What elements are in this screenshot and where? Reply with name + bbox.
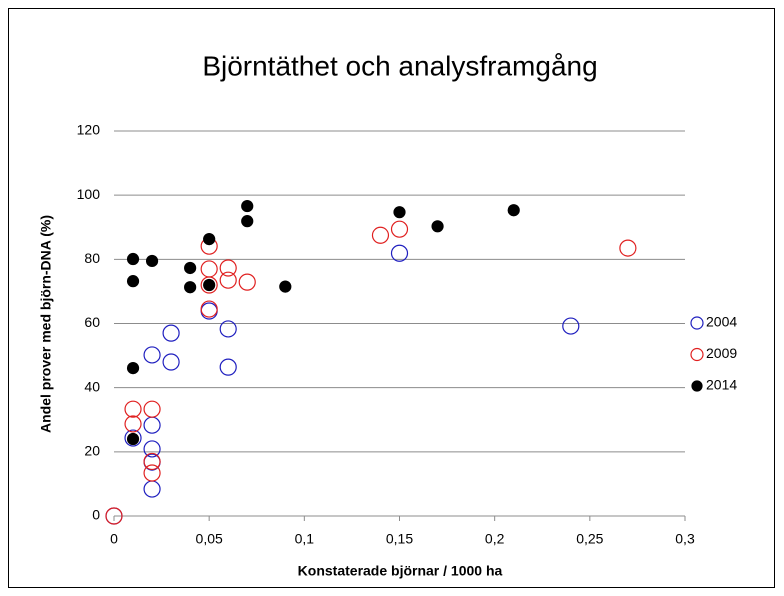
x-tick-label: 0: [110, 531, 118, 547]
y-tick-label: 0: [92, 507, 100, 523]
point: [219, 271, 237, 289]
legend-marker: [691, 380, 703, 392]
chart-border: [8, 8, 775, 588]
point: [126, 361, 140, 375]
point: [145, 254, 159, 268]
y-tick-label: 60: [84, 314, 100, 330]
x-tick-label: 0,1: [295, 531, 315, 547]
x-tick-label: 0,25: [576, 531, 603, 547]
point: [126, 252, 140, 266]
point: [143, 464, 161, 482]
y-tick-label: 120: [77, 122, 101, 138]
point: [619, 239, 637, 257]
point: [124, 429, 142, 447]
point: [371, 226, 390, 244]
x-tick-label: 0,15: [386, 531, 413, 547]
legend-marker: [690, 316, 704, 330]
point: [143, 400, 161, 418]
legend-label: 2004: [706, 314, 737, 330]
x-tick-label: 0,2: [485, 531, 505, 547]
point: [219, 259, 237, 277]
y-tick-label: 80: [84, 250, 100, 266]
point: [219, 358, 237, 376]
point: [184, 281, 197, 294]
point: [390, 244, 409, 262]
point: [431, 220, 444, 233]
point: [126, 432, 140, 446]
point: [200, 276, 218, 294]
point: [143, 452, 161, 471]
point: [241, 199, 254, 213]
point: [203, 278, 216, 292]
legend-label: 2009: [706, 345, 737, 361]
point: [105, 507, 123, 525]
x-tick-label: 0,05: [196, 531, 223, 547]
point: [184, 261, 197, 275]
point: [238, 273, 256, 291]
point: [219, 320, 237, 338]
point: [507, 204, 520, 217]
point: [562, 317, 580, 335]
chart-title: Björntäthet och analysframgång: [202, 50, 597, 81]
point: [241, 215, 254, 228]
point: [126, 275, 140, 288]
point: [200, 300, 218, 318]
point: [203, 233, 216, 246]
point: [124, 400, 142, 418]
point: [143, 346, 161, 364]
point: [162, 353, 180, 371]
point: [390, 220, 409, 238]
y-tick-label: 20: [84, 443, 100, 459]
y-tick-label: 100: [77, 186, 101, 202]
legend-marker: [690, 347, 704, 362]
point: [393, 206, 406, 219]
point: [124, 415, 142, 433]
x-tick-label: 0,3: [675, 531, 695, 547]
y-tick-label: 40: [84, 378, 100, 394]
x-axis-label: Konstaterade björnar / 1000 ha: [298, 563, 503, 579]
legend-label: 2014: [706, 377, 737, 393]
y-axis-label: Andel prover med björn-DNA (%): [38, 215, 54, 433]
point: [279, 280, 292, 293]
point: [143, 440, 161, 458]
point: [162, 324, 180, 342]
